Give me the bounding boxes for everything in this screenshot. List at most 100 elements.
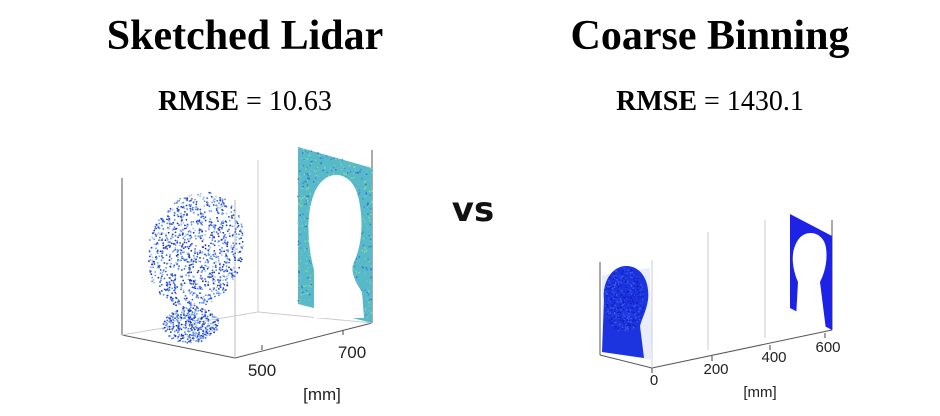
left-plane-point	[365, 192, 368, 195]
right-x-tick-label: 400	[761, 349, 786, 366]
right-head-point	[630, 302, 632, 305]
left-head-point	[181, 202, 184, 205]
left-head-point	[176, 249, 179, 251]
left-head-point	[178, 265, 180, 268]
left-plane-point	[305, 168, 307, 170]
left-head-point	[192, 227, 195, 230]
left-head-point	[180, 323, 183, 326]
left-head-point	[178, 322, 181, 324]
left-head-point	[216, 206, 219, 209]
left-head-point	[165, 284, 168, 286]
left-head-point	[178, 209, 180, 211]
left-head-point	[179, 251, 182, 254]
right-head-point	[618, 270, 621, 272]
right-head-point	[611, 287, 614, 290]
left-plane-point	[370, 241, 373, 243]
left-head-point	[169, 322, 172, 324]
left-head-point	[188, 264, 191, 267]
left-head-point	[218, 272, 220, 275]
left-plane-point	[359, 171, 361, 173]
left-head-point	[205, 334, 208, 337]
left-plane-point	[301, 152, 304, 154]
left-plane-point	[299, 175, 301, 178]
right-head-point	[619, 316, 622, 319]
left-plane-point	[307, 177, 309, 179]
right-head-point	[632, 311, 634, 314]
left-head-point	[181, 284, 183, 286]
left-head-point	[164, 239, 167, 242]
left-plane-point	[339, 161, 341, 163]
left-head-point	[189, 279, 191, 282]
left-head-point	[161, 224, 163, 227]
right-head-point	[637, 314, 639, 317]
left-plane-point	[370, 236, 372, 238]
left-head-point	[188, 268, 191, 270]
left-head-point	[194, 250, 196, 253]
left-head-point	[217, 235, 220, 238]
left-head-point	[186, 223, 189, 226]
right-head-point	[622, 275, 624, 278]
left-head-point	[217, 259, 220, 262]
left-head-point	[172, 297, 174, 300]
left-head-point	[196, 295, 199, 297]
left-head-point	[218, 202, 220, 205]
right-head-point	[612, 314, 614, 317]
left-head-point	[214, 276, 216, 278]
left-head-point	[221, 198, 224, 201]
right-head-point	[627, 320, 630, 323]
left-head-point	[176, 319, 179, 322]
left-plane-point	[298, 187, 301, 189]
left-head-point	[198, 322, 201, 324]
left-head-point	[223, 221, 226, 223]
right-head-point	[639, 318, 641, 321]
right-head-point	[628, 310, 630, 313]
left-head-point	[192, 260, 195, 263]
left-head-point	[226, 230, 229, 233]
left-plane-point	[355, 257, 358, 260]
right-head-point	[622, 302, 625, 304]
left-head-point	[225, 275, 228, 278]
left-head-point	[193, 313, 196, 315]
left-head-point	[169, 221, 171, 224]
left-head-point	[193, 303, 196, 305]
left-head-point	[165, 267, 168, 269]
left-plane-point	[310, 163, 313, 165]
left-head-point	[228, 235, 231, 238]
left-head-point	[207, 227, 210, 230]
left-plane-point	[311, 160, 313, 163]
left-head-point	[219, 286, 222, 289]
left-head-point	[199, 277, 202, 279]
left-plane-point	[318, 154, 321, 157]
right-head-point	[631, 300, 633, 303]
left-head-point	[197, 260, 200, 263]
left-plane-point	[353, 172, 355, 175]
left-head-point	[157, 276, 160, 279]
left-head-point	[206, 294, 209, 297]
left-head-point	[206, 268, 209, 270]
left-head-point	[195, 237, 197, 240]
left-plane-point	[354, 270, 357, 272]
left-head-point	[212, 243, 215, 245]
left-head-point	[240, 237, 243, 240]
left-head-point	[224, 278, 227, 281]
left-head-point	[214, 280, 217, 283]
left-plane-point	[370, 276, 373, 279]
left-head-point	[170, 279, 173, 282]
left-head-point	[235, 239, 238, 241]
left-head-point	[202, 302, 205, 304]
left-head-point	[212, 282, 215, 285]
left-head-point	[215, 316, 218, 318]
left-head-point	[225, 224, 228, 227]
left-plane-point	[305, 225, 308, 227]
left-head-point	[230, 246, 233, 249]
left-head-point	[227, 274, 230, 277]
left-head-point	[192, 283, 195, 285]
left-plane-point	[309, 293, 311, 296]
left-head-point	[174, 274, 177, 277]
left-head-point	[191, 298, 194, 301]
left-plane-point	[297, 245, 300, 248]
left-head-point	[173, 264, 176, 267]
left-head-point	[160, 233, 163, 236]
left-plane-point	[340, 164, 343, 166]
left-head-point	[207, 283, 210, 286]
